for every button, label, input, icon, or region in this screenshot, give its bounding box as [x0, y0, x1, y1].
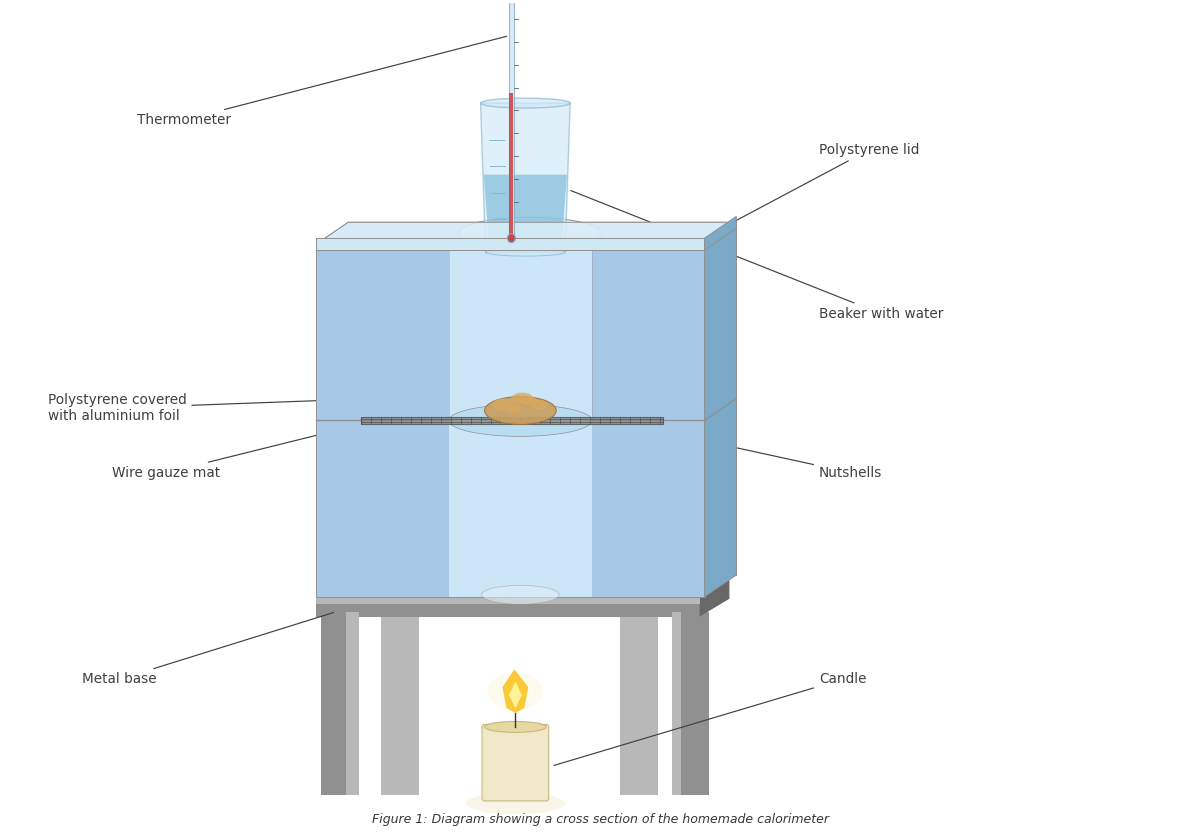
Polygon shape [484, 175, 568, 249]
Ellipse shape [488, 672, 542, 710]
Polygon shape [704, 217, 737, 250]
Ellipse shape [466, 792, 565, 815]
Ellipse shape [480, 98, 570, 108]
Ellipse shape [486, 248, 565, 256]
Ellipse shape [485, 721, 546, 732]
Bar [509, 92, 514, 240]
Bar [317, 595, 700, 616]
FancyBboxPatch shape [482, 725, 548, 801]
Bar [322, 611, 359, 796]
Polygon shape [348, 222, 737, 575]
Bar [672, 611, 682, 796]
Polygon shape [704, 222, 737, 596]
Polygon shape [317, 244, 704, 596]
Ellipse shape [481, 586, 559, 604]
Ellipse shape [491, 460, 551, 510]
Bar [317, 238, 704, 250]
Bar [317, 595, 700, 604]
Ellipse shape [506, 404, 522, 413]
Bar [449, 244, 592, 596]
Text: Nutshells: Nutshells [559, 409, 882, 480]
Bar [346, 611, 359, 796]
Polygon shape [700, 577, 730, 616]
Ellipse shape [508, 234, 515, 242]
Bar [620, 611, 658, 796]
Bar [382, 611, 419, 796]
Ellipse shape [522, 397, 539, 406]
Text: Wire gauze mat: Wire gauze mat [113, 421, 373, 480]
Ellipse shape [529, 400, 547, 410]
Bar [361, 416, 662, 425]
Text: Metal base: Metal base [83, 612, 334, 686]
Ellipse shape [492, 399, 512, 411]
Text: Polystyrene covered
with aluminium foil: Polystyrene covered with aluminium foil [48, 393, 316, 423]
Ellipse shape [485, 397, 557, 425]
Ellipse shape [478, 433, 563, 497]
Ellipse shape [458, 217, 601, 249]
Bar [672, 611, 709, 796]
Polygon shape [509, 681, 522, 708]
Text: Beaker with water: Beaker with water [571, 191, 943, 321]
Polygon shape [317, 222, 737, 244]
Ellipse shape [511, 392, 533, 405]
Polygon shape [480, 103, 570, 252]
Text: Figure 1: Diagram showing a cross section of the homemade calorimeter: Figure 1: Diagram showing a cross sectio… [372, 813, 828, 826]
Polygon shape [503, 669, 528, 713]
Text: Thermometer: Thermometer [137, 37, 506, 127]
Text: Polystyrene lid: Polystyrene lid [722, 142, 919, 227]
Bar [509, 0, 514, 240]
Polygon shape [317, 222, 737, 244]
Text: Candle: Candle [554, 672, 866, 766]
Ellipse shape [449, 405, 592, 436]
